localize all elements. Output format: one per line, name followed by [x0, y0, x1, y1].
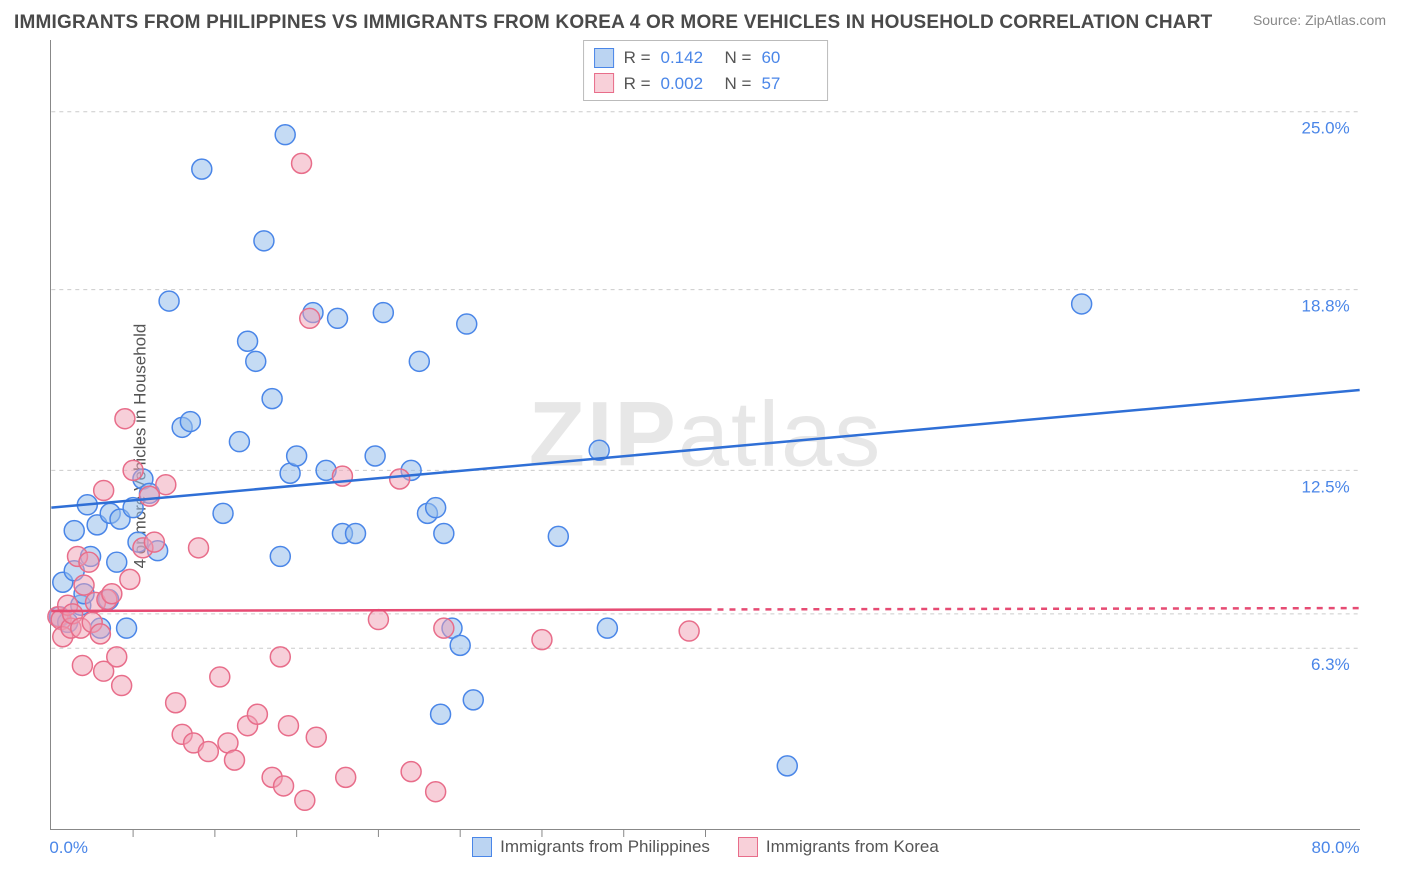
- data-point: [409, 351, 429, 371]
- series-legend: Immigrants from Philippines Immigrants f…: [51, 837, 1360, 857]
- data-point: [79, 552, 99, 572]
- data-point: [597, 618, 617, 638]
- data-point: [275, 125, 295, 145]
- data-point: [189, 538, 209, 558]
- data-point: [156, 475, 176, 495]
- data-point: [434, 618, 454, 638]
- legend-swatch-icon: [594, 73, 614, 93]
- data-point: [1072, 294, 1092, 314]
- legend-item: Immigrants from Korea: [738, 837, 939, 857]
- data-point: [679, 621, 699, 641]
- data-point: [246, 351, 266, 371]
- data-point: [123, 460, 143, 480]
- data-point: [457, 314, 477, 334]
- data-point: [270, 647, 290, 667]
- data-point: [270, 546, 290, 566]
- legend-item: Immigrants from Philippines: [472, 837, 710, 857]
- data-point: [262, 389, 282, 409]
- data-point: [74, 575, 94, 595]
- legend-label: Immigrants from Philippines: [500, 837, 710, 857]
- data-point: [328, 308, 348, 328]
- trend-line-dashed: [706, 608, 1360, 609]
- data-point: [431, 704, 451, 724]
- data-point: [548, 526, 568, 546]
- data-point: [777, 756, 797, 776]
- svg-text:18.8%: 18.8%: [1302, 297, 1350, 316]
- chart-title: IMMIGRANTS FROM PHILIPPINES VS IMMIGRANT…: [14, 12, 1212, 34]
- scatter-svg: 25.0%18.8%12.5%6.3%0.0%80.0%: [51, 40, 1360, 829]
- data-point: [64, 521, 84, 541]
- stats-r-label: R =: [624, 45, 651, 71]
- stats-legend: R = 0.142 N = 60 R = 0.002 N = 57: [583, 40, 829, 101]
- data-point: [90, 624, 110, 644]
- stats-n-label: N =: [725, 45, 752, 71]
- svg-text:12.5%: 12.5%: [1302, 477, 1350, 496]
- trend-line: [51, 390, 1359, 508]
- data-point: [102, 584, 122, 604]
- data-point: [72, 655, 92, 675]
- data-point: [210, 667, 230, 687]
- data-point: [368, 610, 388, 630]
- legend-label: Immigrants from Korea: [766, 837, 939, 857]
- data-point: [247, 704, 267, 724]
- data-point: [180, 412, 200, 432]
- data-point: [198, 742, 218, 762]
- data-point: [300, 308, 320, 328]
- data-point: [278, 716, 298, 736]
- svg-text:25.0%: 25.0%: [1302, 119, 1350, 138]
- data-point: [426, 498, 446, 518]
- data-point: [112, 676, 132, 696]
- plot-area: ZIPatlas 25.0%18.8%12.5%6.3%0.0%80.0% R …: [50, 40, 1360, 830]
- data-point: [295, 790, 315, 810]
- legend-swatch-icon: [738, 837, 758, 857]
- data-point: [450, 635, 470, 655]
- trend-line: [51, 610, 705, 611]
- data-point: [373, 303, 393, 323]
- data-point: [292, 153, 312, 173]
- data-point: [274, 776, 294, 796]
- data-point: [213, 503, 233, 523]
- svg-text:6.3%: 6.3%: [1311, 655, 1350, 674]
- data-point: [401, 762, 421, 782]
- data-point: [120, 569, 140, 589]
- data-point: [192, 159, 212, 179]
- data-point: [287, 446, 307, 466]
- stats-r-label: R =: [624, 71, 651, 97]
- stats-r-value: 0.002: [661, 71, 715, 97]
- data-point: [346, 523, 366, 543]
- stats-r-value: 0.142: [661, 45, 715, 71]
- legend-swatch-icon: [594, 48, 614, 68]
- data-point: [365, 446, 385, 466]
- data-point: [532, 630, 552, 650]
- stats-n-value: 60: [761, 45, 815, 71]
- stats-legend-row: R = 0.142 N = 60: [594, 45, 816, 71]
- data-point: [390, 469, 410, 489]
- stats-n-value: 57: [761, 71, 815, 97]
- legend-swatch-icon: [472, 837, 492, 857]
- data-point: [144, 532, 164, 552]
- data-point: [225, 750, 245, 770]
- data-point: [238, 331, 258, 351]
- data-point: [107, 552, 127, 572]
- data-point: [166, 693, 186, 713]
- data-point: [115, 409, 135, 429]
- data-point: [159, 291, 179, 311]
- data-point: [229, 432, 249, 452]
- data-point: [254, 231, 274, 251]
- source-attribution: Source: ZipAtlas.com: [1253, 12, 1386, 28]
- data-point: [463, 690, 483, 710]
- data-point: [107, 647, 127, 667]
- data-point: [94, 480, 114, 500]
- data-point: [336, 767, 356, 787]
- data-point: [426, 782, 446, 802]
- stats-legend-row: R = 0.002 N = 57: [594, 71, 816, 97]
- data-point: [117, 618, 137, 638]
- data-point: [434, 523, 454, 543]
- stats-n-label: N =: [725, 71, 752, 97]
- data-point: [306, 727, 326, 747]
